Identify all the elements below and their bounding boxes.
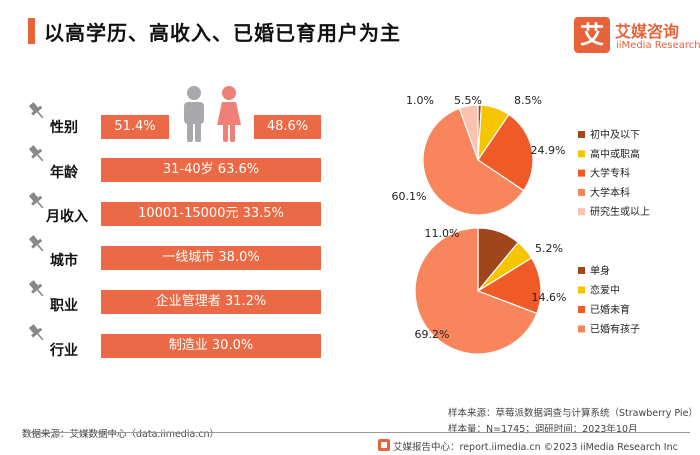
gender-male-bar: 51.4% — [101, 115, 169, 139]
pie2-data-label-1: 5.2% — [535, 242, 563, 255]
occupation-bar: 企业管理者 31.2% — [101, 290, 321, 314]
pie2-slice-2 — [476, 257, 542, 315]
pie2-legend-label-1: 恋爱中 — [590, 284, 620, 297]
pie1-legend-swatch-4 — [578, 208, 585, 216]
row-label-industry: 行业 — [50, 343, 78, 359]
row-label-age: 年龄 — [50, 165, 78, 181]
sample-source-note: 样本来源：草莓派数据调查与计算系统（Strawberry Pie） — [448, 408, 698, 419]
footer-divider — [22, 432, 690, 433]
pie1-legend-swatch-2 — [578, 169, 585, 177]
female-figure-icon — [217, 86, 241, 142]
pie2-legend-label-0: 单身 — [590, 264, 610, 277]
pie1-legend-label-0: 初中及以下 — [590, 128, 640, 141]
pie1-data-label-3: 60.1% — [392, 190, 427, 203]
copyright-note: 艾媒报告中心：report.iimedia.cn ©2023 iiMedia R… — [393, 442, 678, 453]
pie2-data-label-0: 11.0% — [425, 227, 460, 240]
pie2-legend-swatch-3 — [578, 325, 585, 333]
pushpin-icon — [28, 324, 44, 341]
pie2-data-label-2: 14.6% — [532, 291, 567, 304]
pie2-data-label-3: 69.2% — [415, 328, 450, 341]
pie2-slice-3 — [414, 227, 538, 355]
report-center-icon — [378, 439, 390, 451]
pie1-data-label-4: 5.5% — [454, 94, 482, 107]
pie1-data-label-0: 1.0% — [406, 94, 434, 107]
pie1-legend-label-4: 研究生或以上 — [590, 205, 650, 218]
iimedia-logo: 艾 艾媒咨询 iiMedia Research — [574, 17, 700, 57]
row-label-city: 城市 — [50, 253, 78, 269]
pie2-legend-swatch-1 — [578, 286, 585, 294]
pie1-legend-swatch-0 — [578, 131, 585, 138]
logo-name: 艾媒咨询 — [615, 22, 680, 41]
pie1-legend-swatch-1 — [578, 150, 585, 158]
sample-size-note: 样本量：N=1745；调研时间：2023年10月 — [448, 424, 638, 435]
gender-female-bar: 48.6% — [254, 115, 321, 139]
row-label-occupation: 职业 — [50, 298, 78, 314]
income-bar: 10001-15000元 33.5% — [101, 202, 321, 226]
pushpin-icon — [28, 192, 44, 209]
pie2-legend-label-2: 已婚未育 — [590, 303, 630, 316]
pie2-legend-swatch-2 — [578, 306, 585, 313]
pie1-data-label-2: 24.9% — [531, 144, 566, 157]
row-label-gender: 性别 — [50, 120, 78, 136]
pie1-legend-label-1: 高中或职高 — [590, 147, 640, 160]
pie2-legend-label-3: 已婚有孩子 — [590, 323, 640, 336]
logo-mark: 艾 — [574, 17, 610, 53]
logo-english: iiMedia Research — [616, 40, 700, 51]
male-figure-icon — [184, 86, 204, 142]
pushpin-icon — [28, 280, 44, 297]
pie1-legend-label-2: 大学专科 — [590, 167, 630, 180]
pie1-legend-swatch-3 — [578, 188, 585, 196]
row-label-income: 月收入 — [46, 209, 88, 225]
pie1-slice-2 — [477, 113, 534, 192]
pie1-data-label-1: 8.5% — [514, 94, 542, 107]
page-title: 以高学历、高收入、已婚已育用户为主 — [44, 21, 401, 45]
pie1-slice-4 — [458, 104, 479, 161]
pushpin-icon — [28, 102, 44, 119]
pie2-legend-swatch-0 — [578, 267, 585, 274]
pie1-legend-label-3: 大学本科 — [590, 186, 630, 199]
industry-bar: 制造业 30.0% — [101, 334, 321, 358]
pie1-slice-3 — [422, 107, 525, 216]
pushpin-icon — [28, 235, 44, 252]
title-accent-bar — [28, 18, 35, 44]
data-source-note: 数据来源：艾媒数据中心（data.iimedia.cn） — [22, 429, 220, 440]
city-bar: 一线城市 38.0% — [101, 246, 321, 270]
age-bar: 31-40岁 63.6% — [101, 158, 321, 182]
pushpin-icon — [28, 145, 44, 162]
